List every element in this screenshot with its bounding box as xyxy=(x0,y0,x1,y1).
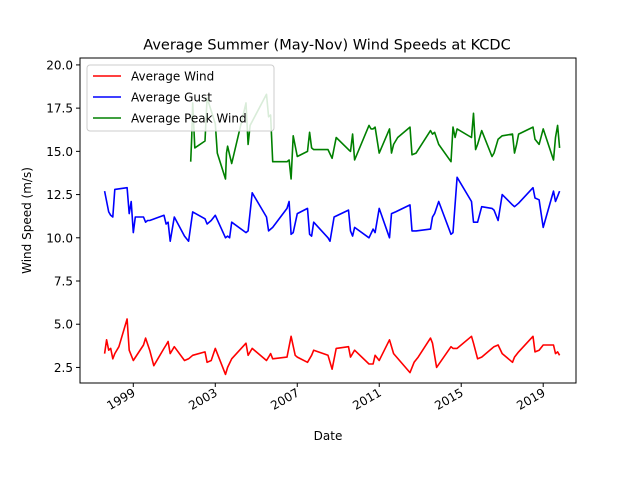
x-tick-label: 1999 xyxy=(104,385,137,412)
x-tick-label: 2015 xyxy=(432,385,465,412)
legend-label-2: Average Peak Wind xyxy=(131,112,247,126)
y-tick-label: 15.0 xyxy=(46,145,73,159)
y-axis: 2.5 5.0 7.5 10.0 12.5 15.0 17.5 20.0 xyxy=(46,58,80,375)
x-axis: 1999 2003 2007 2011 2015 2019 xyxy=(104,383,548,413)
legend-label-0: Average Wind xyxy=(131,70,214,84)
plot-area xyxy=(103,93,561,376)
legend-box xyxy=(86,64,275,132)
x-tick-label: 2003 xyxy=(186,385,219,412)
legend-label-1: Average Gust xyxy=(131,91,212,105)
y-tick-label: 10.0 xyxy=(46,231,73,245)
plot-frame xyxy=(79,57,577,384)
y-tick-label: 17.5 xyxy=(46,102,73,116)
y-tick-label: 5.0 xyxy=(54,318,73,332)
x-tick-label: 2019 xyxy=(514,385,547,412)
y-tick-label: 20.0 xyxy=(46,58,73,72)
legend: Average Wind Average Gust Average Peak Win… xyxy=(86,64,275,132)
y-axis-title: Wind Speed (m/s) xyxy=(20,167,34,274)
x-axis-title: Date xyxy=(314,429,343,443)
series-line-1 xyxy=(103,176,561,242)
x-tick-label: 2011 xyxy=(350,385,383,412)
x-tick-label: 2007 xyxy=(268,385,301,412)
y-tick-label: 2.5 xyxy=(54,361,73,375)
y-tick-label: 12.5 xyxy=(46,188,73,202)
chart-title: Average Summer (May-Nov) Wind Speeds at … xyxy=(143,38,510,54)
series-line-0 xyxy=(103,318,561,376)
y-tick-label: 7.5 xyxy=(54,275,73,289)
